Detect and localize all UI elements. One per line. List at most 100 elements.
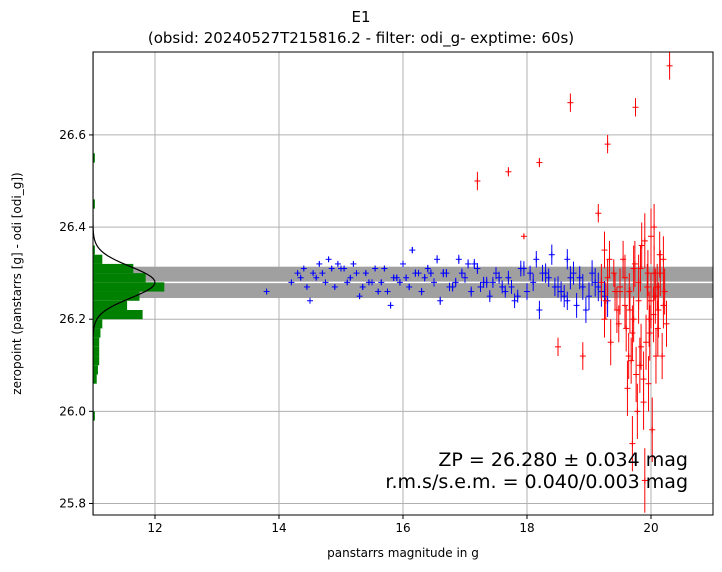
histogram-bar	[93, 309, 143, 320]
x-tick-label: 16	[395, 521, 410, 535]
used-point	[589, 260, 596, 287]
y-tick-label: 26.4	[59, 220, 86, 234]
used-point	[592, 268, 599, 297]
used-point	[446, 282, 453, 292]
used-point	[483, 276, 490, 288]
x-tick-label: 14	[271, 521, 286, 535]
used-point	[508, 280, 515, 294]
used-point	[437, 296, 444, 305]
rejected-point	[641, 448, 648, 513]
used-point	[341, 265, 348, 272]
used-point	[586, 282, 592, 310]
gaussian-layer	[93, 52, 156, 515]
histogram-bar	[93, 254, 103, 264]
rejected-point	[624, 360, 631, 416]
used-point	[328, 265, 335, 272]
histogram-bar	[93, 337, 100, 347]
used-point	[468, 286, 475, 297]
rejected-point	[666, 52, 673, 80]
rejected-point	[631, 240, 638, 287]
used-point	[499, 280, 506, 294]
rejected-point	[651, 245, 658, 301]
used-point	[406, 283, 413, 291]
rejected-point	[625, 333, 632, 380]
rejected-point	[632, 98, 639, 117]
histogram-bar	[93, 346, 100, 357]
histogram-bar	[93, 374, 97, 384]
used-point	[452, 277, 459, 287]
rejected-point	[644, 263, 651, 310]
used-point	[378, 279, 385, 286]
used-point	[344, 279, 351, 286]
used-point	[421, 274, 428, 282]
rejected-point	[579, 342, 586, 370]
rejected-point	[644, 250, 651, 297]
histogram-bar	[93, 153, 95, 163]
histogram-bar	[93, 245, 95, 255]
rejected-point	[604, 259, 611, 297]
rejected-point	[651, 204, 658, 251]
rejected-point	[660, 236, 667, 283]
rejected-point	[602, 282, 609, 320]
used-point	[359, 283, 366, 290]
used-point	[551, 277, 558, 297]
used-point	[595, 272, 602, 302]
used-point	[573, 292, 580, 318]
histogram-bar	[93, 282, 165, 292]
rejected-point	[641, 213, 648, 269]
used-point	[390, 274, 397, 281]
rejected-point	[652, 268, 659, 324]
histogram-bar	[93, 356, 100, 366]
used-point	[288, 279, 295, 286]
rejected-point	[654, 300, 661, 357]
used-point	[440, 268, 447, 278]
rejected-point	[595, 204, 602, 223]
histogram-bar	[93, 319, 103, 329]
chart-subtitle: (obsid: 20240527T215816.2 - filter: odi_…	[147, 29, 575, 47]
used-point	[505, 270, 512, 285]
rejected-point	[604, 134, 611, 154]
used-point	[474, 262, 481, 275]
used-point	[375, 288, 382, 295]
rejected-point	[607, 319, 614, 366]
used-point	[313, 274, 320, 281]
rejected-point	[555, 337, 561, 357]
y-tick-label: 26.2	[59, 312, 86, 326]
histogram-layer	[93, 153, 165, 421]
used-point	[303, 283, 310, 290]
chart-title: E1	[351, 8, 371, 26]
used-point	[415, 269, 422, 277]
rejected-point	[520, 233, 527, 240]
used-point	[462, 272, 468, 283]
used-point	[524, 283, 530, 300]
used-point	[362, 270, 369, 277]
x-tick-label: 20	[643, 521, 658, 535]
used-point	[294, 270, 301, 277]
used-point	[263, 288, 270, 295]
rejected-point	[621, 282, 628, 329]
used-point	[300, 265, 307, 272]
used-point	[502, 285, 509, 298]
used-point	[347, 274, 354, 281]
used-point	[527, 265, 534, 281]
rejected-point	[638, 222, 645, 269]
used-point	[536, 300, 543, 320]
used-point	[396, 279, 403, 286]
rejected-point	[635, 254, 642, 310]
rejected-point	[659, 333, 666, 380]
rejected-point	[638, 323, 645, 370]
rejected-point	[630, 245, 637, 292]
rejected-point	[645, 356, 652, 412]
used-point	[567, 266, 574, 290]
y-tick-label: 25.8	[59, 496, 86, 510]
used-point	[316, 260, 323, 267]
used-point	[297, 274, 304, 281]
y-tick-label: 26.6	[59, 128, 86, 142]
rejected-point	[617, 268, 623, 315]
rejected-point	[646, 291, 653, 347]
used-point	[477, 281, 484, 293]
histogram-bar	[93, 199, 95, 209]
histogram-bar	[93, 328, 101, 338]
used-point	[310, 270, 317, 277]
